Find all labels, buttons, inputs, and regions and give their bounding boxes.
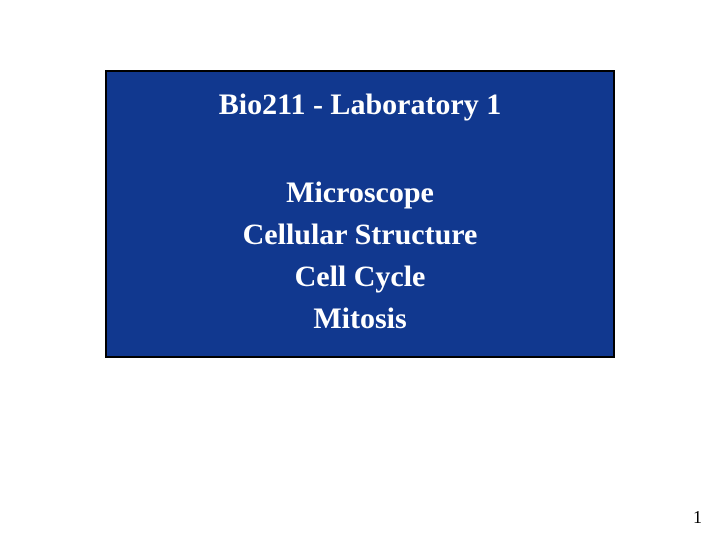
topic-item: Cell Cycle [295, 256, 426, 298]
slide-title: Bio211 - Laboratory 1 [219, 88, 502, 122]
page-number: 1 [693, 507, 702, 528]
topic-item: Cellular Structure [243, 214, 478, 256]
topic-item: Microscope [286, 172, 434, 214]
topic-list: Microscope Cellular Structure Cell Cycle… [243, 172, 478, 340]
title-box: Bio211 - Laboratory 1 Microscope Cellula… [105, 70, 615, 358]
topic-item: Mitosis [313, 298, 406, 340]
